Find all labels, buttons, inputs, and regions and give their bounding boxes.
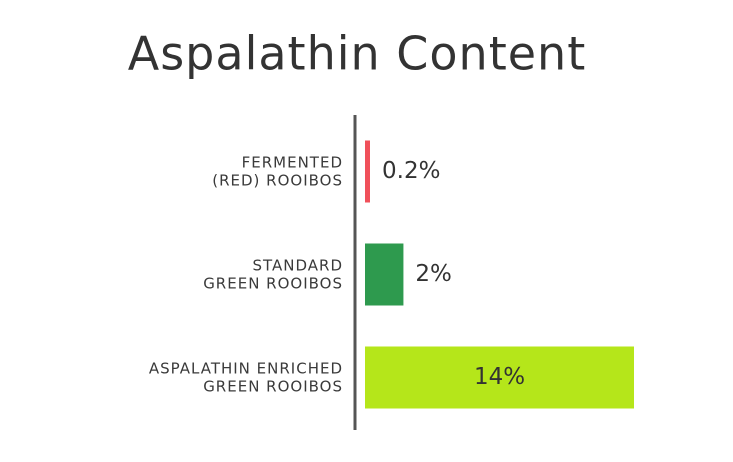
bar — [365, 243, 404, 306]
value-label: 2% — [415, 261, 452, 287]
value-label: 14% — [474, 364, 525, 390]
bar — [365, 346, 634, 409]
category-label: FERMENTED (RED) ROOIBOS — [212, 153, 343, 189]
category-label: STANDARD GREEN ROOIBOS — [203, 256, 343, 292]
category-label: ASPALATHIN ENRICHED GREEN ROOIBOS — [149, 359, 343, 395]
chart-title: Aspalathin Content — [128, 27, 586, 81]
bar — [365, 140, 370, 203]
value-label: 0.2% — [382, 158, 440, 184]
